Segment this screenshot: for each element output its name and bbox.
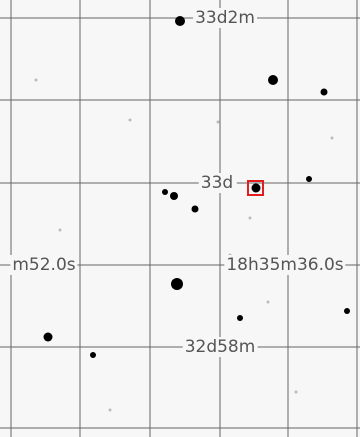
star — [306, 176, 312, 182]
coordinate-grid — [0, 0, 360, 437]
sky-field — [0, 0, 360, 437]
star — [90, 352, 96, 358]
star — [252, 184, 261, 193]
star — [35, 79, 38, 82]
grid-label: 18h35m36.0s — [224, 255, 345, 275]
star — [170, 192, 178, 200]
star — [162, 189, 168, 195]
grid-label: m52.0s — [10, 255, 77, 275]
grid-label: 33d — [199, 173, 237, 193]
finder-chart: 33d2m 33d m52.0s 18h35m36.0s 32d58m — [0, 0, 360, 437]
grid-label: 33d2m — [193, 8, 257, 28]
star — [44, 333, 53, 342]
star — [237, 315, 243, 321]
star — [267, 301, 270, 304]
star — [268, 75, 278, 85]
star — [175, 16, 185, 26]
star — [344, 308, 350, 314]
star — [129, 119, 132, 122]
star — [331, 137, 334, 140]
star — [192, 206, 199, 213]
star — [217, 121, 220, 124]
stars — [44, 16, 351, 358]
faint-stars — [35, 79, 334, 412]
star — [295, 391, 298, 394]
star — [171, 278, 183, 290]
star — [109, 409, 112, 412]
star — [321, 89, 328, 96]
star — [249, 217, 252, 220]
grid-label: 32d58m — [183, 337, 258, 357]
star — [59, 229, 62, 232]
